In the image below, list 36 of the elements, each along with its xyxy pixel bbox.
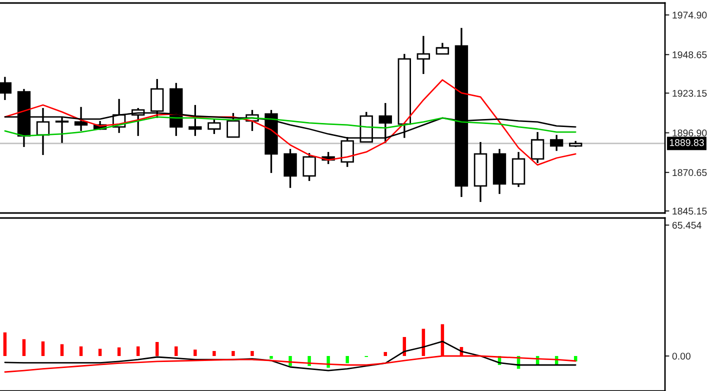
y-tick-label: 0.00 bbox=[672, 352, 690, 360]
bar bbox=[136, 346, 140, 356]
candlestick bbox=[416, 35, 430, 75]
candlestick bbox=[512, 151, 526, 188]
bar bbox=[60, 344, 64, 356]
bar bbox=[22, 339, 26, 356]
y-tick-label: 1974.90 bbox=[672, 12, 707, 19]
bar bbox=[3, 332, 7, 356]
bar bbox=[384, 352, 387, 356]
bar bbox=[174, 346, 178, 356]
bar bbox=[194, 350, 197, 356]
y-tick-label: 65.454 bbox=[672, 222, 702, 229]
y-tick-label: 1923.15 bbox=[672, 90, 707, 97]
bar bbox=[79, 346, 83, 356]
y-tick-label: 1896.90 bbox=[672, 130, 707, 136]
bar bbox=[156, 342, 159, 356]
bar bbox=[232, 351, 235, 356]
line-series bbox=[4, 340, 576, 372]
candlestick bbox=[530, 131, 544, 164]
bar bbox=[346, 356, 349, 364]
bar bbox=[117, 347, 121, 356]
line-series bbox=[4, 79, 576, 166]
candlestick bbox=[284, 148, 297, 189]
candlestick bbox=[550, 134, 564, 152]
candlestick bbox=[492, 148, 506, 195]
bar bbox=[98, 348, 102, 356]
y-tick-label: 1870.65 bbox=[672, 169, 707, 176]
candlestick bbox=[0, 76, 12, 101]
bar bbox=[270, 356, 273, 359]
bar bbox=[41, 341, 45, 356]
y-tick-label: 1948.65 bbox=[672, 51, 707, 58]
ref-line-label: 1889.83 bbox=[670, 139, 704, 146]
bar bbox=[250, 351, 254, 356]
candlestick bbox=[474, 141, 488, 203]
y-tick-label: 1845.15 bbox=[672, 208, 707, 215]
bar bbox=[212, 351, 216, 356]
